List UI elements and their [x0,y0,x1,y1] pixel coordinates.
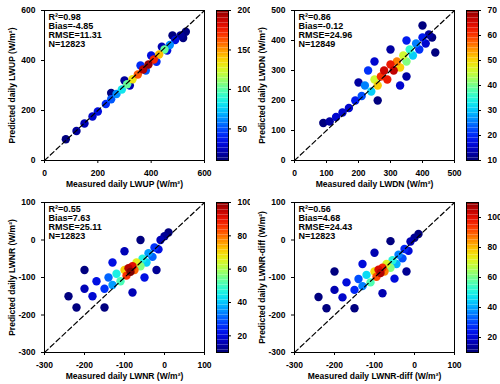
svg-text:-300: -300 [36,360,53,370]
svg-text:100: 100 [237,197,252,208]
svg-text:-200: -200 [326,360,343,370]
svg-text:Predicted daily LWDN (W/m²): Predicted daily LWDN (W/m²) [257,27,267,144]
svg-text:40: 40 [238,297,248,307]
svg-text:0: 0 [162,360,167,370]
svg-text:0: 0 [281,235,286,245]
svg-text:-100: -100 [268,272,285,282]
svg-text:80: 80 [238,231,248,241]
svg-text:20: 20 [238,331,248,341]
svg-text:0: 0 [412,360,417,370]
svg-text:100: 100 [319,168,333,178]
svg-text:500: 500 [447,168,461,178]
svg-text:100: 100 [21,197,35,207]
svg-text:60: 60 [488,30,498,40]
svg-text:Measured daily LWNR (W/m²): Measured daily LWNR (W/m²) [66,371,184,381]
svg-text:40: 40 [488,302,498,312]
svg-text:60: 60 [488,272,498,282]
svg-text:100: 100 [237,84,252,95]
svg-text:200: 200 [351,168,365,178]
svg-text:100: 100 [197,360,211,370]
svg-text:300: 300 [383,168,397,178]
svg-text:R²=0.98Bias=-4.85RMSE=11.31N=1: R²=0.98Bias=-4.85RMSE=11.31N=12823 [49,12,102,49]
svg-text:400: 400 [144,168,158,178]
svg-text:Measured daily LWNR-diff (W/m²: Measured daily LWNR-diff (W/m²) [308,371,442,381]
svg-text:Predicted daily LWNR (W/m²): Predicted daily LWNR (W/m²) [7,219,17,336]
svg-text:0: 0 [31,235,36,245]
svg-text:50: 50 [488,55,498,65]
svg-text:20: 20 [488,332,498,342]
svg-text:400: 400 [415,168,429,178]
svg-text:600: 600 [21,5,35,15]
svg-text:0: 0 [281,155,286,165]
svg-text:-100: -100 [366,360,383,370]
svg-text:80: 80 [488,242,498,252]
svg-text:R²=0.55Bias=7.63RMSE=25.11N=12: R²=0.55Bias=7.63RMSE=25.11N=12823 [49,204,102,241]
svg-text:200: 200 [91,168,105,178]
svg-text:-200: -200 [18,310,35,320]
svg-text:500: 500 [271,5,285,15]
svg-text:0: 0 [42,168,47,178]
svg-text:70: 70 [488,5,498,15]
svg-text:Predicted daily LWUP (W/m²): Predicted daily LWUP (W/m²) [7,27,17,143]
svg-text:200: 200 [237,5,252,16]
svg-text:400: 400 [21,55,35,65]
svg-text:10: 10 [488,155,498,165]
svg-text:200: 200 [271,95,285,105]
svg-text:100: 100 [488,212,500,222]
svg-text:50: 50 [238,124,248,134]
svg-text:Measured daily LWUP (W/m²): Measured daily LWUP (W/m²) [66,179,183,189]
svg-text:-300: -300 [286,360,303,370]
svg-text:R²=0.56Bias=4.68RMSE=24.43N=12: R²=0.56Bias=4.68RMSE=24.43N=12823 [299,204,353,241]
svg-text:20: 20 [488,130,498,140]
svg-text:0: 0 [31,155,36,165]
svg-text:600: 600 [197,168,211,178]
svg-text:-100: -100 [18,272,35,282]
svg-text:-200: -200 [76,360,93,370]
svg-text:Measured daily LWDN (W/m²): Measured daily LWDN (W/m²) [316,179,434,189]
svg-text:60: 60 [238,264,248,274]
svg-text:40: 40 [488,80,498,90]
svg-text:Predicted daily LWNR-diff (W/m: Predicted daily LWNR-diff (W/m²) [257,211,267,344]
svg-text:-300: -300 [18,347,35,357]
svg-text:-100: -100 [116,360,133,370]
svg-text:100: 100 [271,197,285,207]
svg-text:R²=0.86Bias=-0.12RMSE=24.96N=1: R²=0.86Bias=-0.12RMSE=24.96N=12849 [299,12,353,49]
svg-text:300: 300 [271,65,285,75]
svg-text:-200: -200 [268,310,285,320]
svg-text:200: 200 [21,105,35,115]
svg-text:30: 30 [488,105,498,115]
svg-text:-300: -300 [268,347,285,357]
svg-text:400: 400 [271,35,285,45]
svg-text:0: 0 [292,168,297,178]
svg-text:150: 150 [237,44,252,55]
svg-text:100: 100 [447,360,461,370]
svg-text:100: 100 [271,125,285,135]
